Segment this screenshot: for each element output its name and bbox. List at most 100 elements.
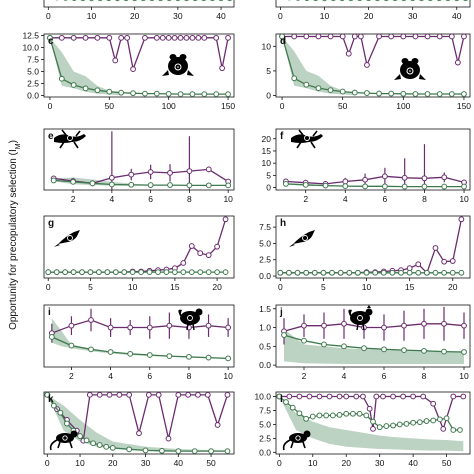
plot-area [276,393,467,452]
x-tick-label: 40 [216,11,226,21]
purple-series-point [412,34,419,40]
green-series-point [77,433,83,439]
green-series-point [83,437,90,444]
green-series-point [375,0,380,2]
bird-body-shape [293,230,315,244]
purple-series-point [177,34,184,41]
purple-series-point [421,320,427,327]
y-tick-label: 2.5 [27,79,39,89]
purple-series-point [373,393,380,400]
marker-ring [295,435,301,441]
panel-label: f [280,131,284,142]
purple-series-point [195,34,202,41]
green-series-point [421,347,427,354]
green-series-point [396,421,403,428]
monkey-head-shape [303,430,311,438]
x-tick-label: 8 [187,194,192,204]
green-series-point [450,427,457,433]
x-tick-label: 0 [48,101,53,111]
frog-eye-shape [179,54,187,60]
green-series-point [62,269,69,276]
confidence-band [49,37,122,96]
confidence-band [284,329,464,364]
rooster-icon [348,305,373,331]
x-tick-label: 6 [382,371,387,381]
green-series-point [158,0,163,2]
lizard-icon [54,129,86,149]
green-series-point [142,447,149,454]
green-series-point [348,0,354,2]
green-series-point [403,420,410,427]
x-tick-label: 4 [108,371,113,381]
purple-series-point [213,34,220,41]
purple-series-point [86,392,93,398]
purple-series-point [106,34,113,41]
purple-series-point [201,34,208,41]
purple-series-point [126,392,133,398]
x-tick-label: 8 [422,194,427,204]
green-series-point [58,75,65,82]
purple-series-point [180,260,187,266]
green-series-point [343,410,350,417]
green-series-point [90,440,97,447]
green-series-point [64,420,70,427]
rooster-head-shape [365,308,373,316]
plot-frame [275,0,471,8]
plot-area [45,216,229,276]
y-tick-label: 10.0 [22,42,39,52]
purple-series-point [88,317,94,323]
x-tick-label: 150 [457,101,471,111]
purple-series-point [171,34,178,41]
monkey-icon [282,430,311,451]
green-series-point [47,34,53,41]
rooster-comb-shape [367,305,371,308]
purple-series-point [415,261,422,268]
green-series-point [126,446,133,453]
green-series-point [461,91,467,97]
y-tick-label: 1.5 [259,304,271,314]
green-series-point [350,410,356,417]
green-series-point [283,399,289,405]
green-series-line [285,183,465,188]
green-series-point [115,0,120,2]
x-tick-label: 0 [46,282,51,292]
green-series-point [180,269,187,276]
purple-series-point [82,34,89,41]
purple-series-point [96,392,103,398]
green-series-point [112,269,119,276]
green-series-point [337,269,344,276]
purple-series-point [353,393,360,400]
green-series-point [443,415,450,422]
purple-series-point [145,392,152,398]
x-tick-label: 4 [342,371,347,381]
green-series-point [421,183,428,190]
green-series-point [224,448,231,454]
purple-series-point [315,34,322,40]
green-series-point [390,422,396,429]
green-series-point [281,332,287,338]
green-series-point [441,269,448,276]
green-series-point [410,419,417,426]
purple-series-point [410,393,417,400]
x-tick-label: 0 [278,282,283,292]
purple-series-point [421,175,428,182]
x-tick-label: 10 [320,11,330,21]
green-series-point [175,448,182,454]
purple-series-point [118,34,125,41]
green-series-point [192,0,198,2]
panel-e: 2 4 6 8 10 e [43,128,235,204]
x-tick-label: 10 [459,371,469,381]
purple-series-point [127,324,134,331]
green-series-point [320,269,327,276]
purple-series-line [51,319,229,334]
x-tick-label: 20 [212,282,222,292]
green-series-point [53,269,60,276]
lizard-legs-shape [59,129,81,149]
green-series-point [70,269,77,276]
purple-series-point [146,324,153,331]
green-series-point [189,91,196,97]
y-tick-label: 2.5 [259,255,271,265]
frog-icon [394,58,426,80]
purple-series-point [381,173,388,180]
green-series-point [205,269,212,276]
